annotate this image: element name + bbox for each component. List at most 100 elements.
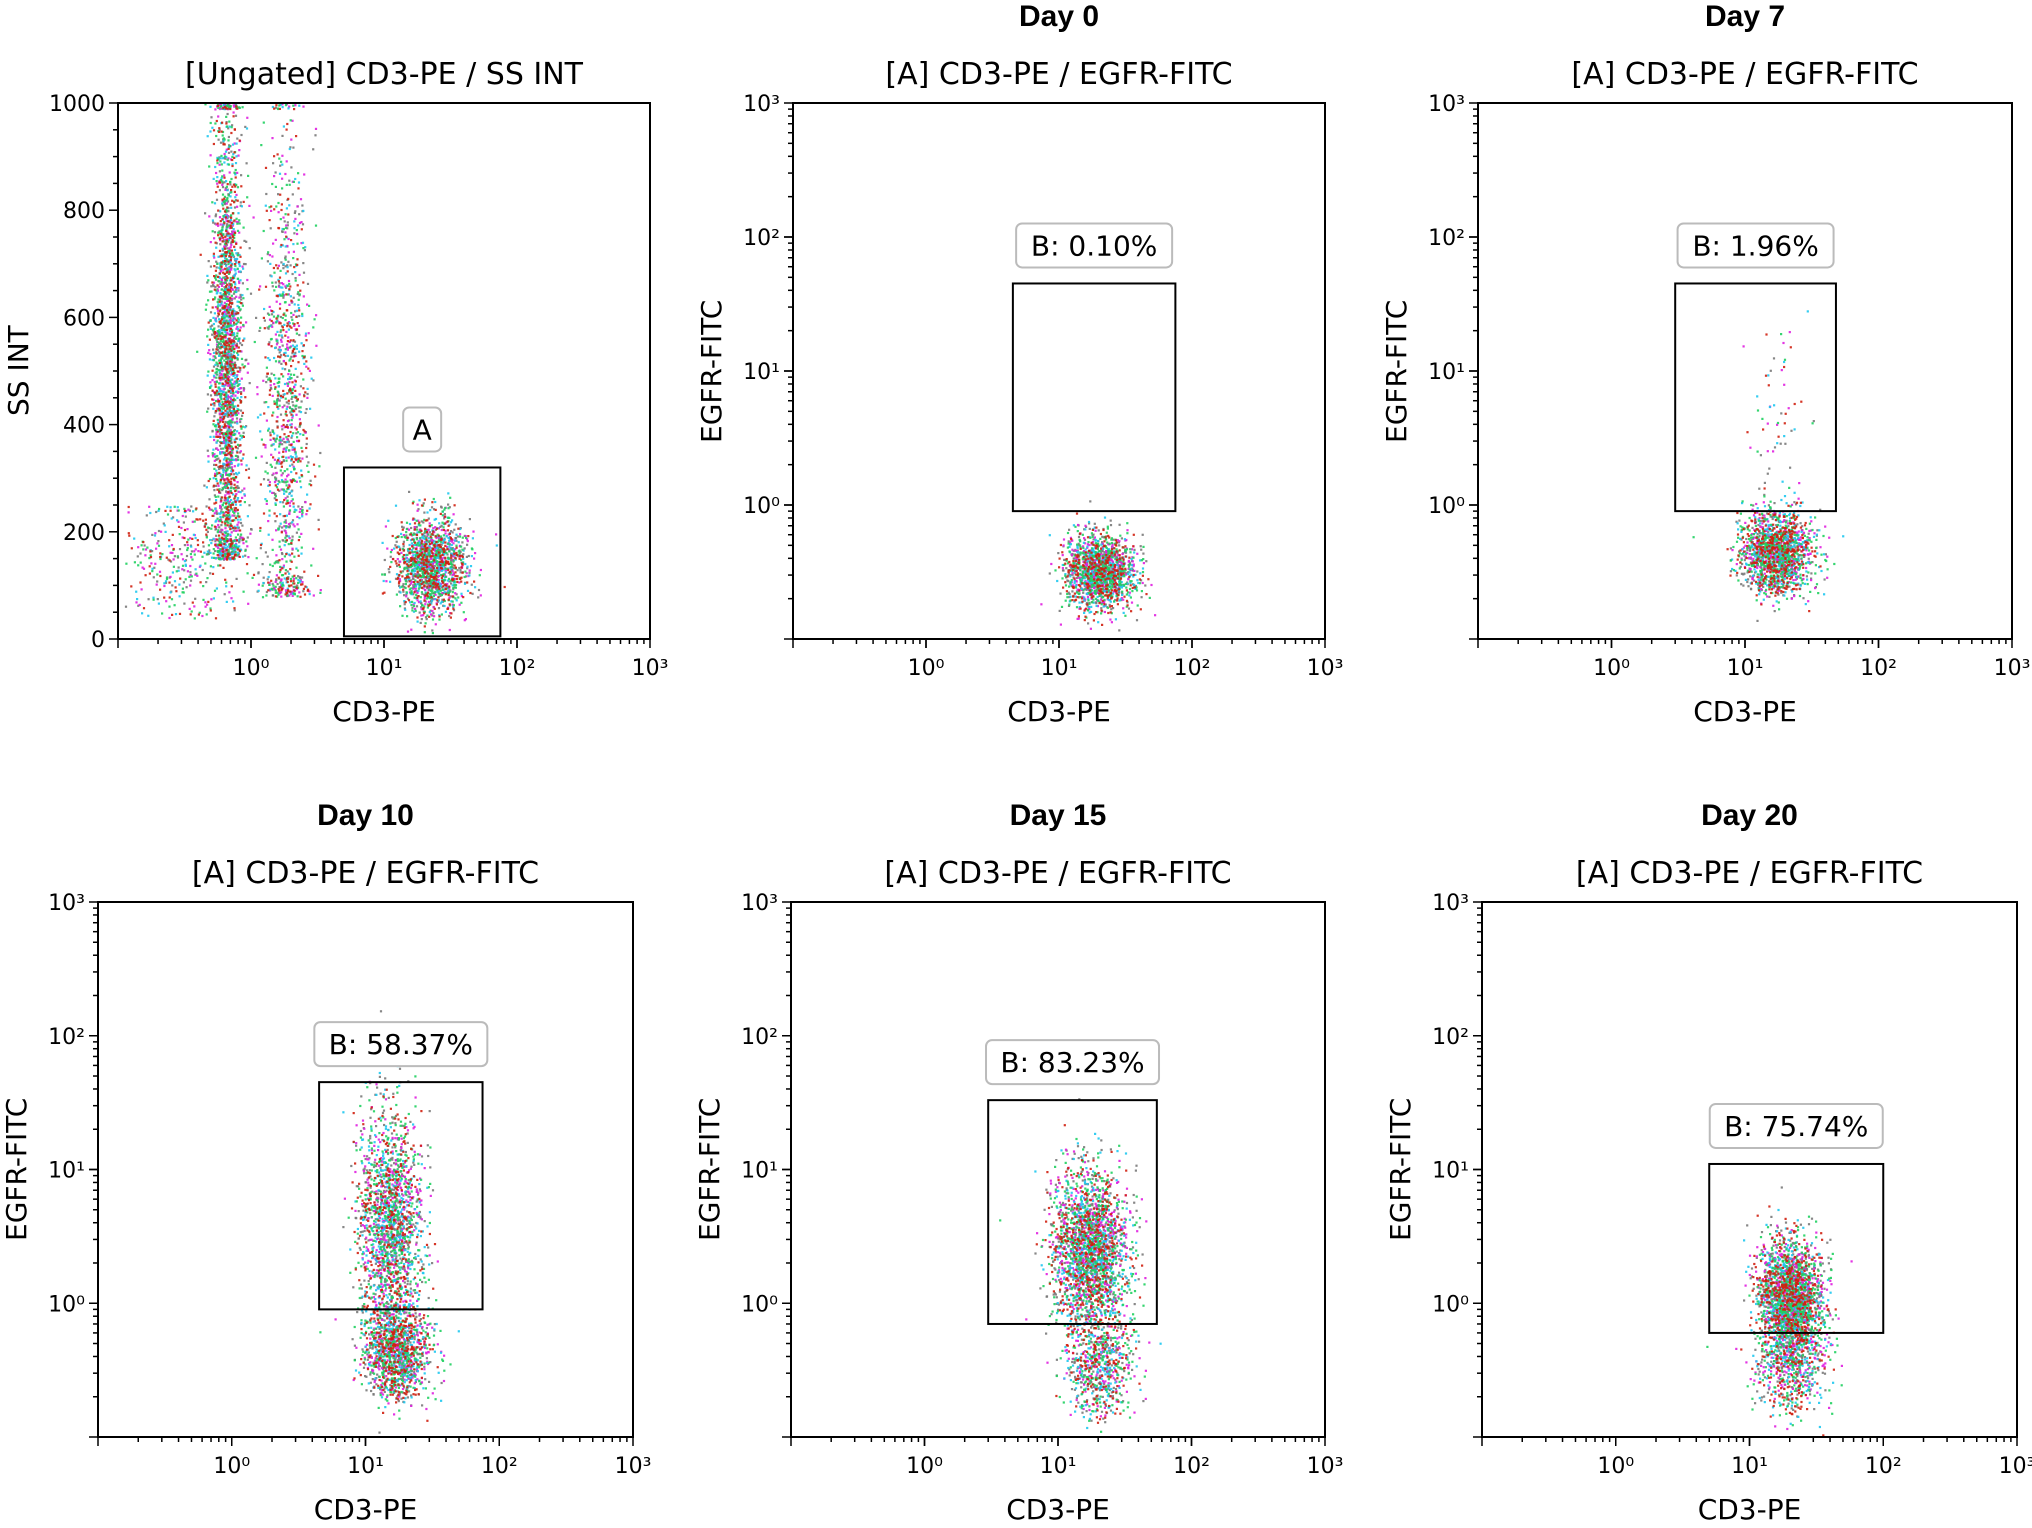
data-point bbox=[286, 284, 289, 288]
data-point bbox=[443, 576, 446, 579]
data-point bbox=[228, 248, 231, 251]
data-point bbox=[279, 579, 283, 582]
data-point bbox=[142, 567, 146, 570]
data-point bbox=[276, 390, 279, 393]
data-point bbox=[214, 330, 217, 334]
data-point bbox=[226, 480, 229, 483]
data-point bbox=[227, 544, 231, 547]
data-point bbox=[220, 300, 223, 303]
data-point bbox=[280, 552, 284, 555]
data-point bbox=[125, 562, 128, 565]
data-point bbox=[413, 596, 416, 599]
data-point bbox=[220, 390, 223, 393]
data-point bbox=[270, 337, 273, 341]
data-point bbox=[462, 557, 465, 560]
data-point bbox=[213, 474, 217, 477]
data-point bbox=[221, 451, 224, 454]
data-point bbox=[234, 263, 237, 266]
data-point bbox=[229, 183, 232, 186]
data-point bbox=[221, 182, 224, 185]
data-point bbox=[408, 561, 411, 564]
data-point bbox=[216, 315, 219, 318]
data-point bbox=[403, 607, 406, 610]
data-point bbox=[295, 328, 299, 331]
data-point bbox=[226, 247, 229, 250]
data-point bbox=[163, 584, 166, 588]
data-point bbox=[294, 453, 297, 456]
data-point bbox=[390, 561, 393, 564]
data-point bbox=[224, 557, 227, 560]
data-point bbox=[236, 420, 239, 423]
data-point bbox=[220, 554, 223, 557]
data-point bbox=[235, 142, 238, 145]
data-point bbox=[270, 313, 274, 316]
data-point bbox=[226, 163, 229, 166]
data-point bbox=[224, 323, 227, 326]
data-point bbox=[292, 404, 295, 407]
data-point bbox=[420, 618, 423, 621]
data-point bbox=[229, 330, 232, 333]
data-point bbox=[424, 588, 427, 592]
data-point bbox=[289, 522, 292, 525]
data-point bbox=[301, 354, 304, 358]
data-point bbox=[240, 298, 243, 301]
data-point bbox=[495, 544, 498, 547]
data-point bbox=[221, 204, 224, 207]
data-point bbox=[212, 355, 215, 358]
data-point bbox=[223, 315, 226, 318]
data-point bbox=[207, 552, 210, 555]
data-point bbox=[229, 297, 233, 301]
data-point bbox=[294, 367, 297, 370]
data-point bbox=[288, 322, 291, 325]
data-point bbox=[286, 468, 289, 471]
data-point bbox=[436, 566, 439, 570]
data-point bbox=[271, 430, 275, 433]
data-point bbox=[225, 253, 228, 256]
data-point bbox=[448, 550, 451, 553]
data-point bbox=[202, 545, 205, 548]
data-point bbox=[294, 279, 297, 282]
data-point bbox=[216, 545, 219, 548]
data-point bbox=[270, 387, 273, 390]
data-point bbox=[229, 519, 232, 522]
data-point bbox=[403, 568, 406, 571]
data-point bbox=[434, 508, 437, 511]
data-point bbox=[434, 517, 438, 521]
data-point bbox=[275, 343, 279, 346]
data-point bbox=[228, 503, 231, 506]
data-point bbox=[278, 481, 281, 484]
data-point bbox=[410, 582, 413, 585]
data-point bbox=[226, 514, 229, 517]
data-point bbox=[277, 348, 280, 351]
data-point bbox=[233, 258, 236, 261]
data-point bbox=[435, 550, 438, 553]
data-point bbox=[227, 457, 230, 460]
data-point bbox=[306, 396, 309, 399]
data-point bbox=[295, 344, 298, 347]
data-point bbox=[276, 460, 279, 463]
data-point bbox=[398, 580, 401, 583]
data-point bbox=[193, 617, 196, 620]
data-point bbox=[187, 508, 190, 511]
data-point bbox=[390, 548, 393, 552]
data-point bbox=[156, 542, 159, 545]
data-point bbox=[432, 606, 435, 609]
data-point bbox=[226, 270, 229, 273]
data-point bbox=[233, 363, 236, 366]
data-point bbox=[404, 608, 407, 611]
data-point bbox=[434, 547, 437, 550]
data-point bbox=[224, 391, 228, 394]
data-point bbox=[240, 174, 243, 177]
data-point bbox=[425, 582, 429, 585]
data-point bbox=[208, 508, 211, 511]
data-point bbox=[185, 554, 189, 558]
data-point bbox=[268, 481, 271, 484]
data-point bbox=[283, 404, 286, 407]
data-point bbox=[225, 555, 228, 558]
data-point bbox=[233, 506, 236, 510]
data-point bbox=[220, 105, 223, 108]
data-point bbox=[201, 512, 204, 515]
data-point bbox=[271, 255, 274, 258]
data-point bbox=[278, 451, 281, 454]
data-point bbox=[188, 575, 191, 578]
